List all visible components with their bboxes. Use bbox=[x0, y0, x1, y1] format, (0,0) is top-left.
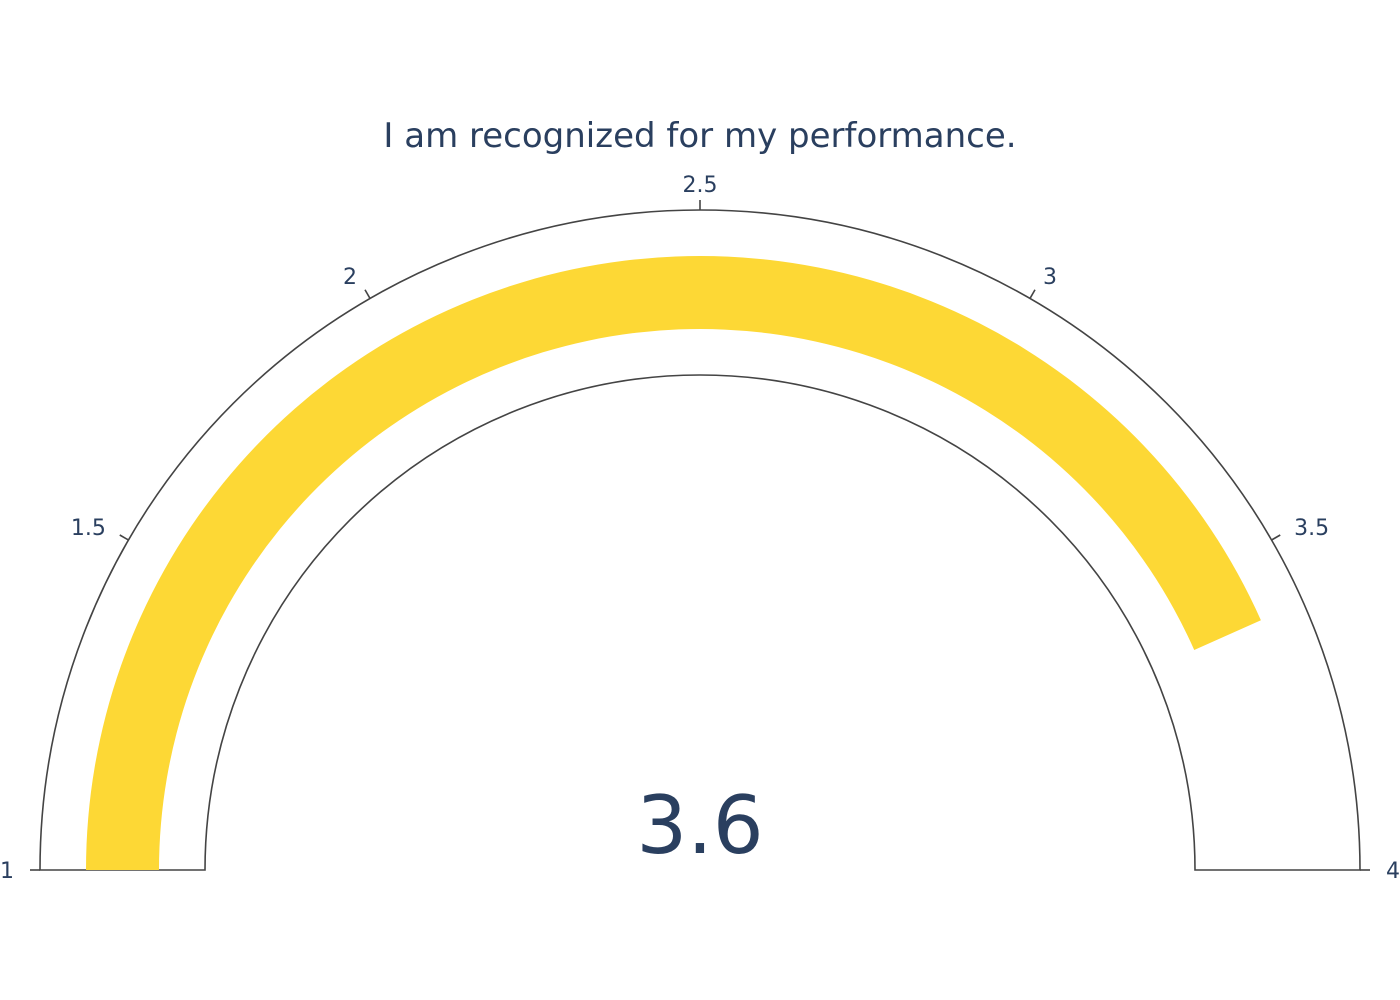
chart-title: I am recognized for my performance. bbox=[383, 116, 1016, 156]
gauge-tick-label: 4 bbox=[1386, 859, 1400, 884]
gauge-tick-label: 1.5 bbox=[71, 516, 106, 541]
gauge-tick-label: 3 bbox=[1043, 265, 1057, 290]
gauge-tick-mark bbox=[119, 534, 129, 541]
gauge-tick-mark bbox=[1271, 534, 1281, 541]
gauge-tick-mark bbox=[364, 289, 371, 299]
gauge-tick-label: 2 bbox=[343, 265, 357, 290]
gauge-tick-mark bbox=[1029, 289, 1036, 299]
gauge-axis: 1 1.5 2 2.5 3 3.5 4 bbox=[0, 173, 1400, 884]
gauge-tick-label: 3.5 bbox=[1294, 516, 1329, 541]
gauge-tick-label: 1 bbox=[0, 859, 14, 884]
gauge-value-bar bbox=[86, 255, 1261, 870]
gauge-tick-label: 2.5 bbox=[683, 173, 718, 198]
gauge-value-number: 3.6 bbox=[636, 779, 763, 872]
